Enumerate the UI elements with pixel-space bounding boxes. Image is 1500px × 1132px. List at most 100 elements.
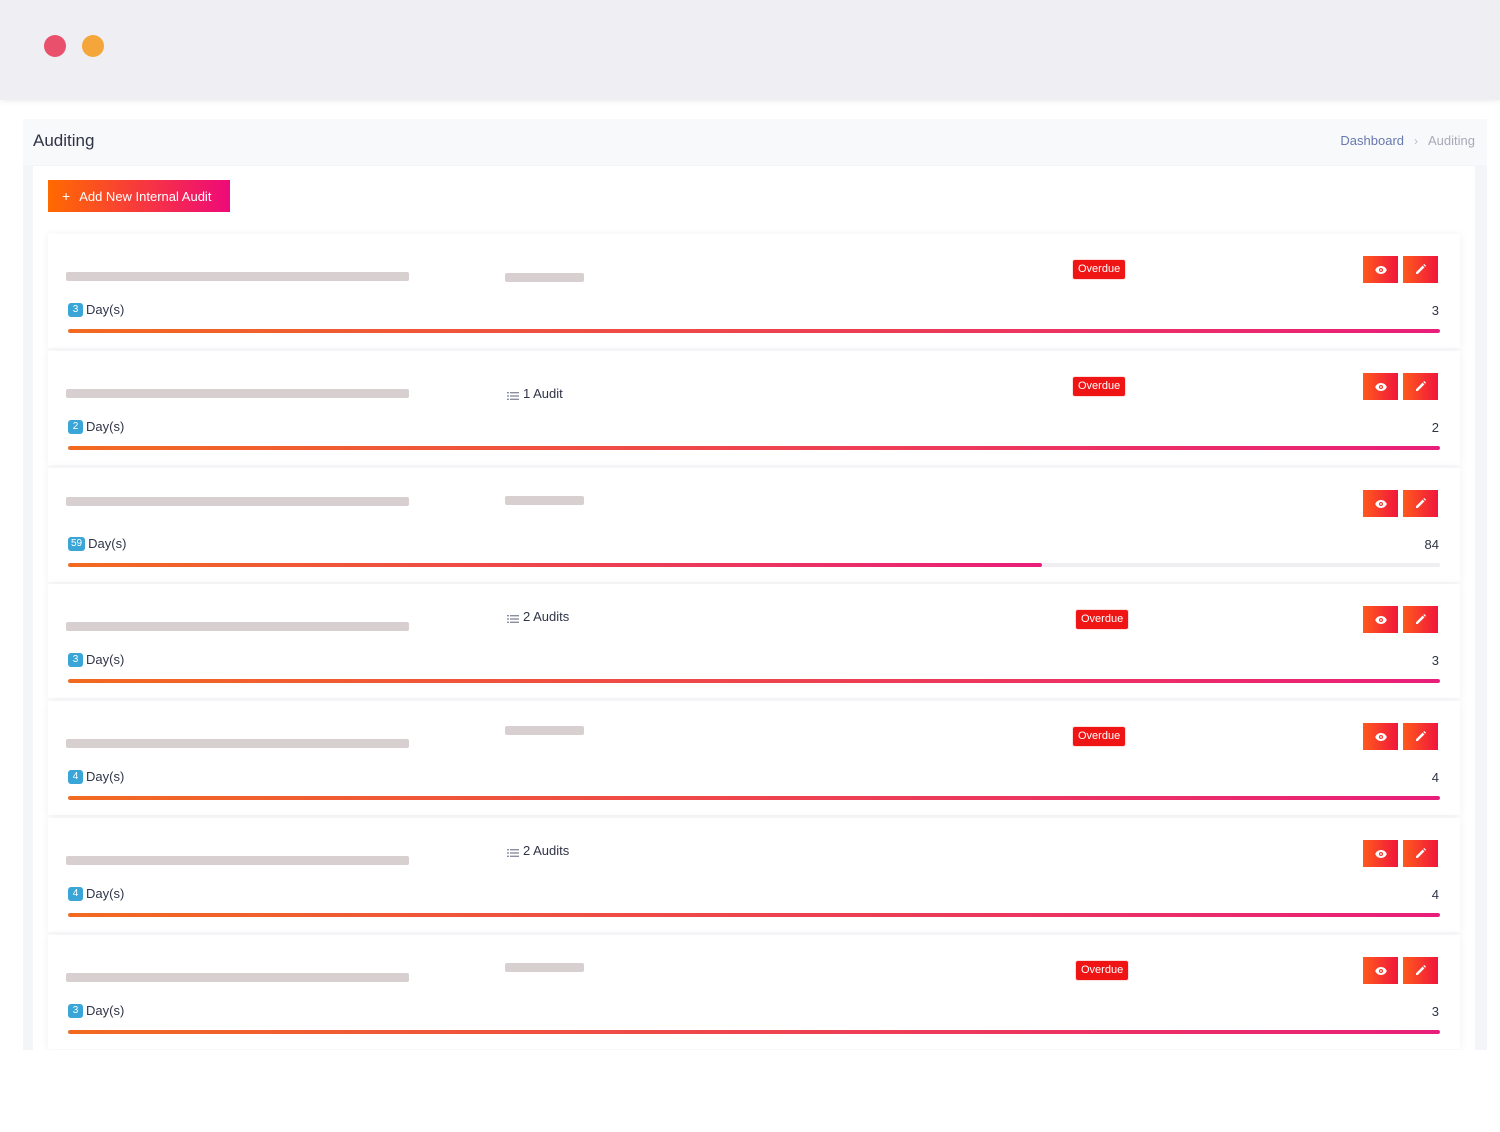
edit-audit-button[interactable] xyxy=(1403,490,1438,517)
days-elapsed-badge: 4 xyxy=(68,769,83,784)
days-elapsed-badge: 4 xyxy=(68,886,83,901)
view-audit-button[interactable] xyxy=(1363,957,1398,984)
audit-count-label: 2 Audits xyxy=(523,609,570,624)
days-label: Day(s) xyxy=(86,1003,125,1018)
page-header: Auditing Dashboard › Auditing xyxy=(23,119,1487,165)
audit-card: Overdue 4 Day(s) 4 xyxy=(48,701,1460,815)
breadcrumb-current: Auditing xyxy=(1428,133,1475,148)
audit-meta-placeholder xyxy=(505,273,584,282)
audit-card: 1 Audit Overdue 2 Day(s) 2 xyxy=(48,351,1460,465)
days-elapsed-badge: 59 xyxy=(68,536,86,551)
audit-title-placeholder xyxy=(66,739,409,748)
days-label: Day(s) xyxy=(86,886,125,901)
eye-icon xyxy=(1374,382,1387,391)
eye-icon xyxy=(1374,849,1387,858)
days-total: 4 xyxy=(1431,770,1439,785)
audit-count: 2 Audits xyxy=(507,843,569,858)
status-badge-overdue: Overdue xyxy=(1076,961,1129,980)
audit-progress-bar xyxy=(68,446,1440,450)
days-total: 3 xyxy=(1431,653,1439,668)
days-label: Day(s) xyxy=(86,302,125,317)
days-total: 84 xyxy=(1424,537,1439,552)
edit-audit-button[interactable] xyxy=(1403,723,1438,750)
audit-progress-fill xyxy=(68,796,1440,800)
window-title-bar xyxy=(0,0,1500,100)
pencil-icon xyxy=(1415,264,1426,275)
days-total: 2 xyxy=(1431,420,1439,435)
days-label: Day(s) xyxy=(86,652,125,667)
audit-card: Overdue 3 Day(s) 3 xyxy=(48,234,1460,348)
audit-count: 1 Audit xyxy=(507,386,563,401)
view-audit-button[interactable] xyxy=(1363,256,1398,283)
status-badge-overdue: Overdue xyxy=(1076,610,1129,629)
audit-meta-placeholder xyxy=(505,963,584,972)
days-elapsed: 3 Day(s) xyxy=(68,1003,124,1018)
days-total: 3 xyxy=(1431,303,1439,318)
breadcrumb: Dashboard › Auditing xyxy=(1340,133,1475,148)
audit-meta-placeholder xyxy=(505,726,584,735)
eye-icon xyxy=(1374,732,1387,741)
days-elapsed-badge: 3 xyxy=(68,1003,83,1018)
audit-title-placeholder xyxy=(66,973,409,982)
view-audit-button[interactable] xyxy=(1363,490,1398,517)
audit-progress-bar xyxy=(68,563,1440,567)
window-close-dot[interactable] xyxy=(44,35,66,57)
audit-progress-fill xyxy=(68,446,1440,450)
audit-progress-bar xyxy=(68,679,1440,683)
list-icon xyxy=(507,389,519,400)
view-audit-button[interactable] xyxy=(1363,840,1398,867)
audit-title-placeholder xyxy=(66,497,409,506)
days-total: 4 xyxy=(1431,887,1439,902)
audit-progress-fill xyxy=(68,563,1043,567)
days-elapsed: 3 Day(s) xyxy=(68,652,124,667)
status-badge-overdue: Overdue xyxy=(1073,377,1126,396)
view-audit-button[interactable] xyxy=(1363,723,1398,750)
days-total: 3 xyxy=(1431,1004,1439,1019)
pencil-icon xyxy=(1415,965,1426,976)
audit-card: Overdue 3 Day(s) 3 xyxy=(48,935,1460,1049)
audit-card: 2 Audits 4 Day(s) 4 xyxy=(48,818,1460,932)
edit-audit-button[interactable] xyxy=(1403,957,1438,984)
edit-audit-button[interactable] xyxy=(1403,373,1438,400)
audit-card: 2 Audits Overdue 3 Day(s) 3 xyxy=(48,584,1460,698)
edit-audit-button[interactable] xyxy=(1403,606,1438,633)
add-button-label: Add New Internal Audit xyxy=(79,188,212,204)
pencil-icon xyxy=(1415,614,1426,625)
breadcrumb-separator: › xyxy=(1414,133,1419,148)
audit-progress-bar xyxy=(68,796,1440,800)
audit-progress-bar xyxy=(68,1030,1440,1034)
audit-count-label: 1 Audit xyxy=(523,386,563,401)
audit-title-placeholder xyxy=(66,272,409,281)
audit-title-placeholder xyxy=(66,389,409,398)
days-label: Day(s) xyxy=(86,419,125,434)
add-new-internal-audit-button[interactable]: + Add New Internal Audit xyxy=(48,180,230,212)
days-elapsed: 4 Day(s) xyxy=(68,769,124,784)
eye-icon xyxy=(1374,615,1387,624)
eye-icon xyxy=(1374,265,1387,274)
window-minimize-dot[interactable] xyxy=(82,35,104,57)
pencil-icon xyxy=(1415,381,1426,392)
page-title: Auditing xyxy=(33,131,95,150)
edit-audit-button[interactable] xyxy=(1403,840,1438,867)
edit-audit-button[interactable] xyxy=(1403,256,1438,283)
audit-meta-placeholder xyxy=(505,496,584,505)
audit-count-label: 2 Audits xyxy=(523,843,570,858)
days-label: Day(s) xyxy=(86,769,125,784)
status-badge-overdue: Overdue xyxy=(1073,260,1126,279)
eye-icon xyxy=(1374,499,1387,508)
pencil-icon xyxy=(1415,848,1426,859)
audit-progress-fill xyxy=(68,329,1440,333)
audit-card: 59 Day(s) 84 xyxy=(48,468,1460,582)
view-audit-button[interactable] xyxy=(1363,373,1398,400)
eye-icon xyxy=(1374,966,1387,975)
days-elapsed: 59 Day(s) xyxy=(68,536,126,551)
breadcrumb-dashboard-link[interactable]: Dashboard xyxy=(1340,133,1405,148)
days-elapsed-badge: 3 xyxy=(68,302,83,317)
days-elapsed-badge: 2 xyxy=(68,419,83,434)
status-badge-overdue: Overdue xyxy=(1073,727,1126,746)
view-audit-button[interactable] xyxy=(1363,606,1398,633)
days-elapsed-badge: 3 xyxy=(68,652,83,667)
audit-progress-fill xyxy=(68,913,1440,917)
days-label: Day(s) xyxy=(88,536,127,551)
pencil-icon xyxy=(1415,498,1426,509)
